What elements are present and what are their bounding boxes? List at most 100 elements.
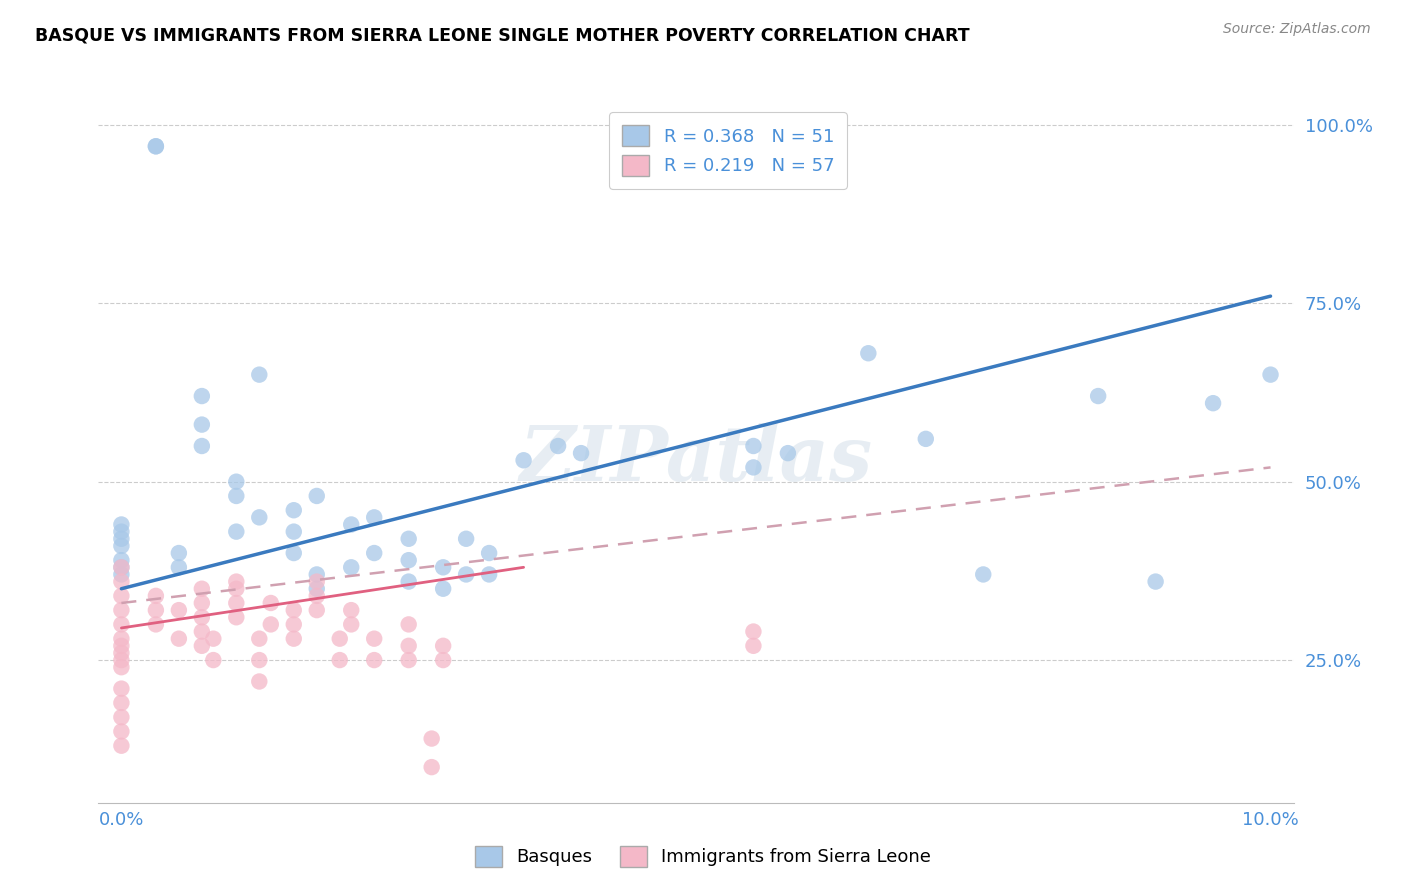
Point <box>283 603 305 617</box>
Point <box>512 453 534 467</box>
Point <box>283 632 305 646</box>
Point <box>247 632 270 646</box>
Point <box>225 596 247 610</box>
Point <box>260 617 283 632</box>
Point <box>225 524 247 539</box>
Point <box>247 674 270 689</box>
Point <box>191 389 214 403</box>
Point <box>191 417 214 432</box>
Point <box>1087 389 1109 403</box>
Point <box>145 139 167 153</box>
Point <box>858 346 880 360</box>
Point <box>363 510 385 524</box>
Point <box>283 617 305 632</box>
Point <box>225 489 247 503</box>
Point <box>167 603 190 617</box>
Point <box>191 639 214 653</box>
Point <box>742 639 765 653</box>
Point <box>110 603 132 617</box>
Point <box>191 610 214 624</box>
Point <box>914 432 936 446</box>
Point <box>110 646 132 660</box>
Point <box>305 574 328 589</box>
Point <box>145 617 167 632</box>
Point <box>202 632 225 646</box>
Point <box>110 710 132 724</box>
Point <box>247 653 270 667</box>
Point <box>340 560 363 574</box>
Point <box>110 574 132 589</box>
Point <box>247 510 270 524</box>
Point <box>110 639 132 653</box>
Point <box>329 653 352 667</box>
Point <box>1202 396 1225 410</box>
Point <box>283 524 305 539</box>
Point <box>340 517 363 532</box>
Point <box>110 539 132 553</box>
Point <box>363 653 385 667</box>
Point <box>340 603 363 617</box>
Point <box>329 632 352 646</box>
Point <box>742 439 765 453</box>
Point <box>110 739 132 753</box>
Point <box>110 653 132 667</box>
Point <box>432 560 454 574</box>
Point <box>972 567 994 582</box>
Point <box>191 582 214 596</box>
Point <box>456 567 478 582</box>
Point <box>305 582 328 596</box>
Point <box>398 553 420 567</box>
Point <box>305 603 328 617</box>
Point <box>110 589 132 603</box>
Point <box>225 610 247 624</box>
Point <box>167 632 190 646</box>
Point <box>191 624 214 639</box>
Point <box>167 560 190 574</box>
Point <box>110 696 132 710</box>
Point <box>202 653 225 667</box>
Point <box>398 639 420 653</box>
Point <box>432 582 454 596</box>
Point <box>420 731 443 746</box>
Point <box>191 439 214 453</box>
Point <box>776 446 799 460</box>
Legend: Basques, Immigrants from Sierra Leone: Basques, Immigrants from Sierra Leone <box>468 838 938 874</box>
Point <box>225 582 247 596</box>
Point <box>742 624 765 639</box>
Text: Source: ZipAtlas.com: Source: ZipAtlas.com <box>1223 22 1371 37</box>
Point <box>363 546 385 560</box>
Legend: R = 0.368   N = 51, R = 0.219   N = 57: R = 0.368 N = 51, R = 0.219 N = 57 <box>609 112 846 188</box>
Point <box>478 567 501 582</box>
Point <box>167 546 190 560</box>
Point <box>145 139 167 153</box>
Point <box>398 617 420 632</box>
Point <box>456 532 478 546</box>
Text: ZIPatlas: ZIPatlas <box>519 424 873 497</box>
Point <box>110 560 132 574</box>
Point <box>547 439 569 453</box>
Point <box>110 553 132 567</box>
Point <box>305 489 328 503</box>
Point <box>305 589 328 603</box>
Point <box>432 639 454 653</box>
Point <box>110 632 132 646</box>
Point <box>420 760 443 774</box>
Point <box>110 681 132 696</box>
Point <box>110 560 132 574</box>
Point <box>110 724 132 739</box>
Point <box>110 660 132 674</box>
Point <box>110 532 132 546</box>
Point <box>305 567 328 582</box>
Point <box>110 567 132 582</box>
Point <box>145 589 167 603</box>
Point <box>432 653 454 667</box>
Point <box>110 517 132 532</box>
Point <box>569 446 592 460</box>
Point <box>110 617 132 632</box>
Point <box>398 574 420 589</box>
Point <box>247 368 270 382</box>
Point <box>363 632 385 646</box>
Point <box>283 546 305 560</box>
Point <box>1144 574 1167 589</box>
Point <box>145 603 167 617</box>
